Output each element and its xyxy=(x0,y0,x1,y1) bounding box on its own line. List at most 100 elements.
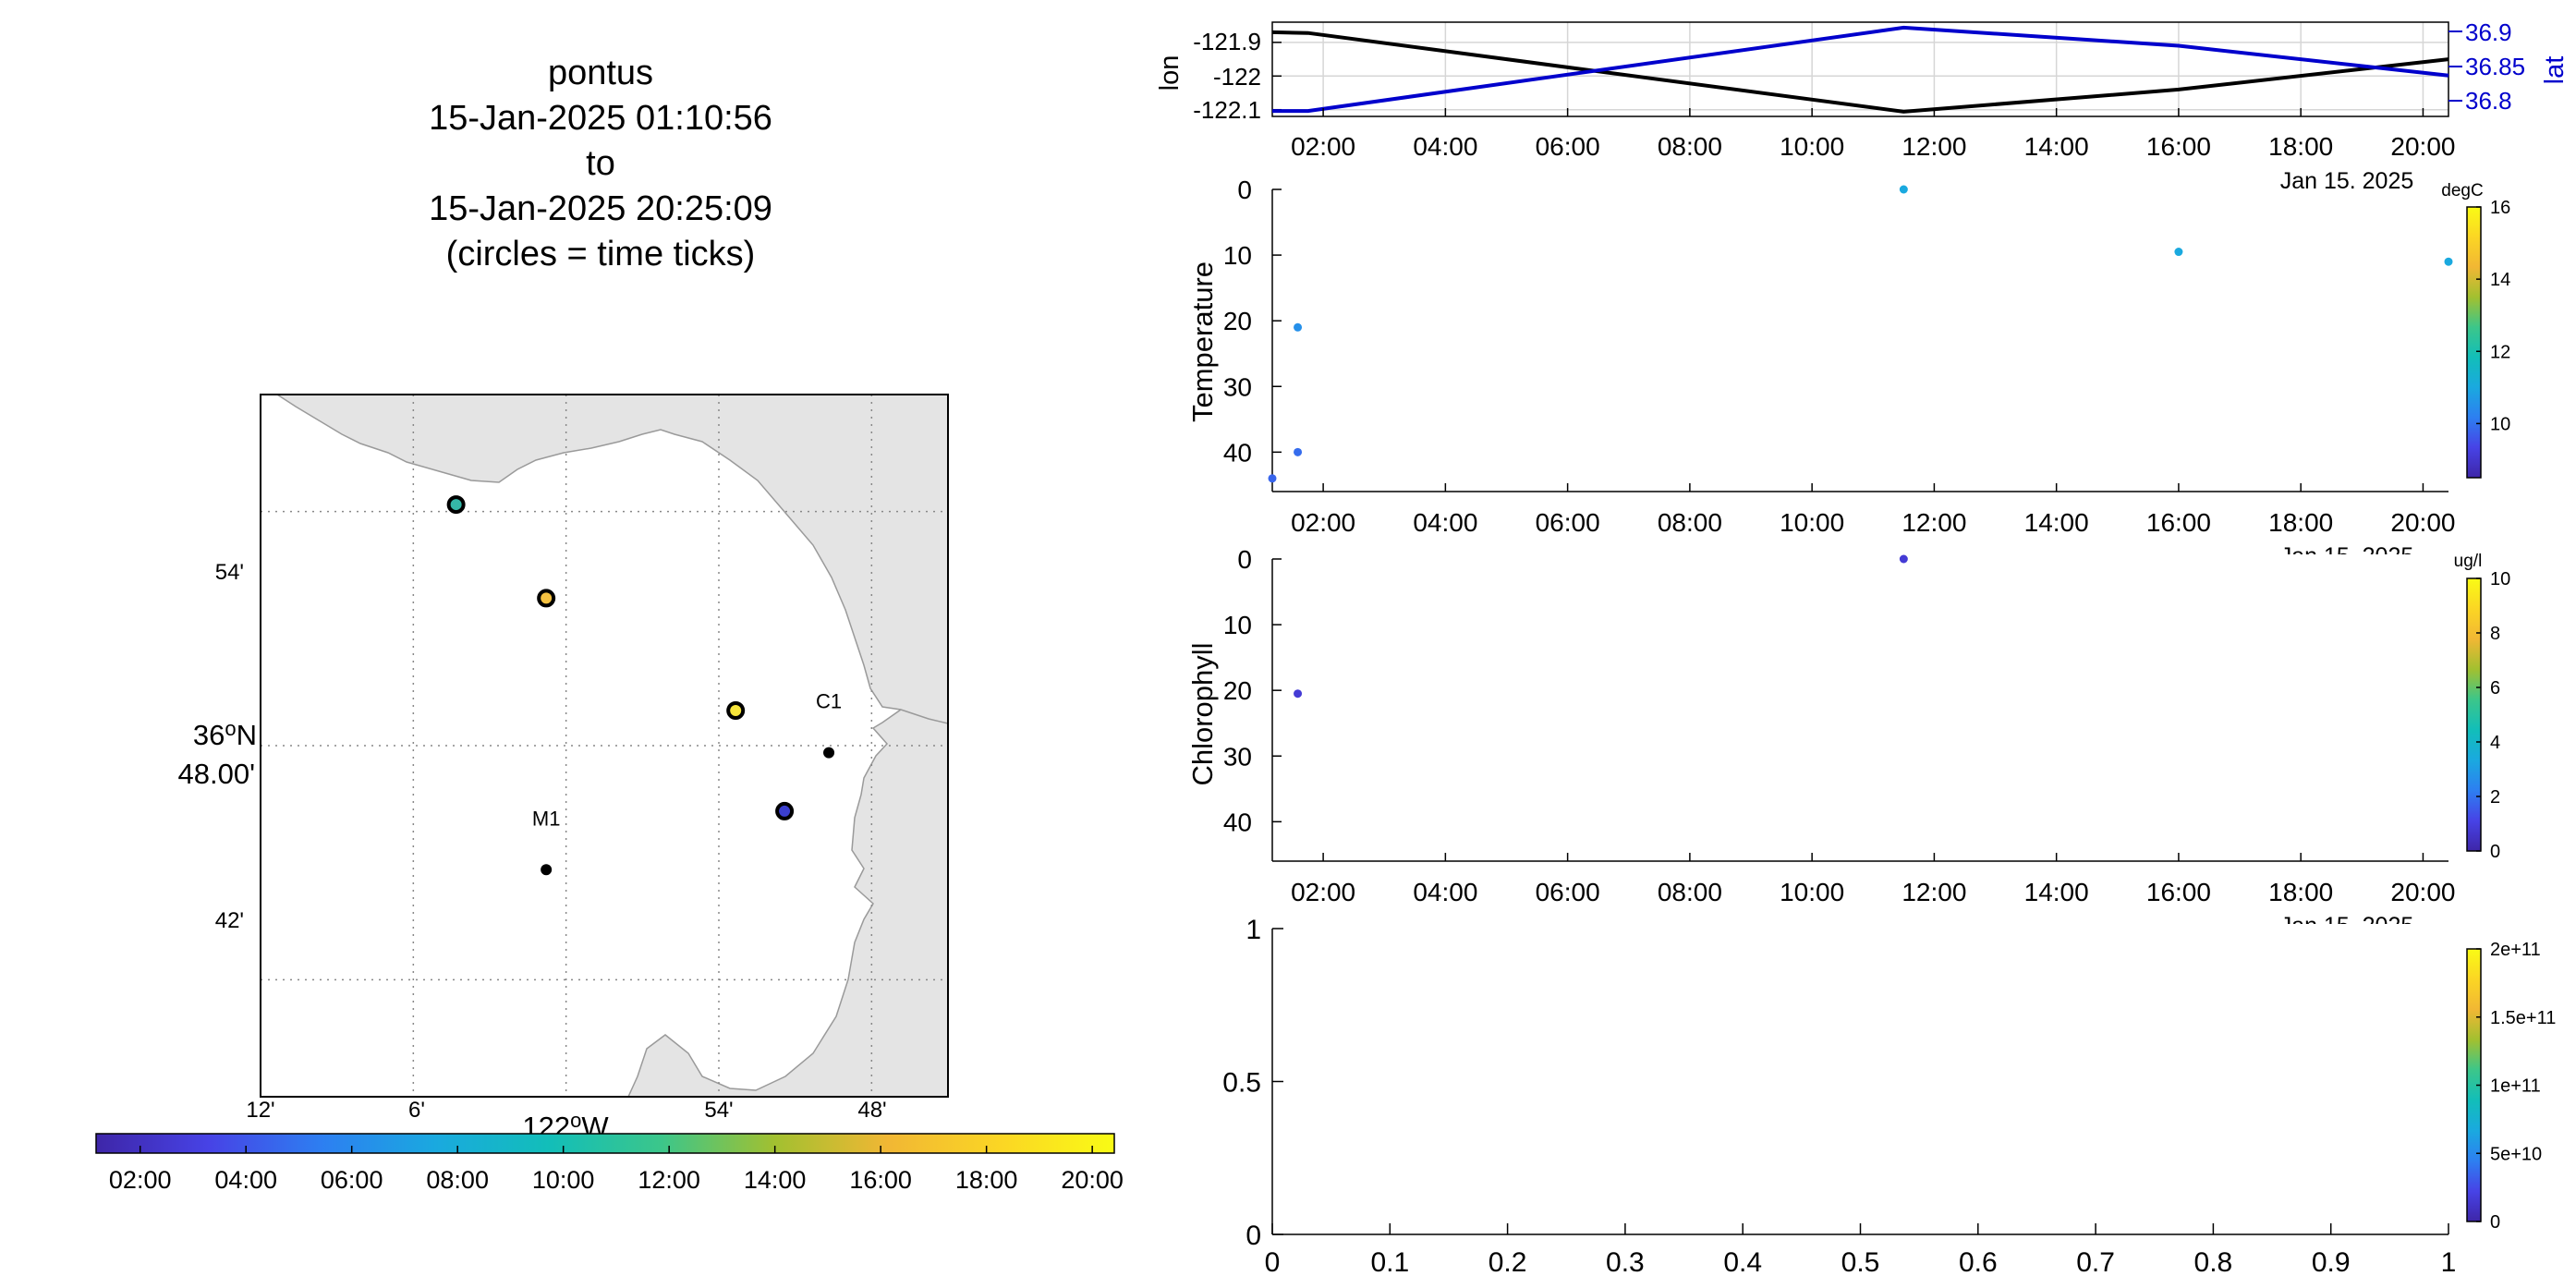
lat-tick: 36.8 xyxy=(2465,87,2512,115)
time-axis-label: 20:00 xyxy=(2390,132,2455,161)
colorbar-tick-label: 1.5e+11 xyxy=(2490,1008,2556,1028)
time-tick-circle xyxy=(446,495,466,515)
time-axis-label: 16:00 xyxy=(2146,132,2211,161)
title-line: 15-Jan-2025 20:25:09 xyxy=(429,189,772,228)
colorbar-tick-label: 1e+11 xyxy=(2490,1076,2541,1097)
time-colorbar-label: 08:00 xyxy=(426,1166,489,1194)
colorbar-tick-label: 6 xyxy=(2490,678,2500,699)
time-axis-label: 08:00 xyxy=(1658,508,1722,537)
station-label: C1 xyxy=(816,690,842,713)
time-axis-label: 12:00 xyxy=(1902,132,1966,161)
lat-tick: 36.9 xyxy=(2465,18,2512,46)
time-axis-label: 02:00 xyxy=(1291,132,1355,161)
colorbar-tick-label: 12 xyxy=(2490,342,2510,362)
time-colorbar-label: 06:00 xyxy=(321,1166,383,1194)
lat-tick: 36.85 xyxy=(2465,53,2525,80)
lat-axis-label: lat xyxy=(2540,56,2570,85)
time-axis-label: 18:00 xyxy=(2268,508,2333,537)
lon-tick: -121.9 xyxy=(1193,28,1261,55)
map-points: C1 M1 xyxy=(446,495,842,876)
time-colorbar-label: 14:00 xyxy=(744,1166,807,1194)
temperature-colorbar-label: degC xyxy=(2441,181,2483,200)
time-axis-label: 02:00 xyxy=(1291,508,1355,537)
time-tick-circle xyxy=(537,589,556,608)
time-axis-label: 08:00 xyxy=(1658,878,1722,906)
data-point xyxy=(1899,185,1908,194)
x-tick-label: 1 xyxy=(2441,1247,2457,1278)
time-axis-label: 10:00 xyxy=(1780,508,1844,537)
time-axis-label: 04:00 xyxy=(1413,878,1477,906)
lon-axis-label: lon xyxy=(1155,55,1185,91)
time-colorbar-label: 18:00 xyxy=(955,1166,1018,1194)
lon-tick-label: 6' xyxy=(408,1098,425,1123)
time-axis-label: 14:00 xyxy=(2024,508,2089,537)
colorbar-tick-label: 2 xyxy=(2490,787,2500,808)
colorbar-tick-label: 10 xyxy=(2490,569,2510,589)
series-line-lon xyxy=(1271,30,2449,114)
time-axis-label: 18:00 xyxy=(2268,132,2333,161)
time-axis-label: 12:00 xyxy=(1902,508,1966,537)
time-colorbar-label: 16:00 xyxy=(849,1166,912,1194)
lon-tick-label: 48' xyxy=(857,1098,886,1123)
time-axis-label: 10:00 xyxy=(1780,878,1844,906)
y-tick-label: 40 xyxy=(1223,438,1252,467)
lonlat-frame xyxy=(1271,21,2449,117)
x-tick-label: 0.9 xyxy=(2312,1247,2351,1278)
y-tick-label: 0 xyxy=(1245,1221,1261,1251)
y-tick-label: 1 xyxy=(1245,915,1261,945)
x-tick-label: 0.7 xyxy=(2076,1247,2115,1278)
date-label: Jan 15. 2025 xyxy=(2280,168,2414,194)
time-axis-label: 06:00 xyxy=(1536,878,1600,906)
colorbar-tick-label: 5e+10 xyxy=(2490,1144,2542,1164)
lon-tick: -122.1 xyxy=(1193,96,1261,124)
data-point xyxy=(1899,554,1908,564)
y-tick-label: 0 xyxy=(1237,176,1252,204)
time-colorbar-bar xyxy=(95,1133,1115,1154)
map-axes: 54' 42' 36oN 48.00' 12' 6' 54' 48' 122oW… xyxy=(178,394,949,1143)
y-tick-label: 30 xyxy=(1223,372,1252,401)
date-label-clipped: Jan 15. 2025 xyxy=(2280,543,2414,569)
map-panel: 54' 42' 36oN 48.00' 12' 6' 54' 48' 122oW… xyxy=(95,394,1124,1194)
x-tick-label: 0.1 xyxy=(1370,1247,1409,1278)
lon-tick-label: 54' xyxy=(704,1098,733,1123)
colorbar-tick-label: 10 xyxy=(2490,414,2510,434)
station-marker xyxy=(823,747,835,759)
time-colorbar-label: 04:00 xyxy=(214,1166,277,1194)
lat-main-label: 36oN xyxy=(193,717,257,751)
y-tick-label: 30 xyxy=(1223,742,1252,771)
data-point xyxy=(2174,248,2183,257)
map-title: pontus 15-Jan-2025 01:10:56 to 15-Jan-20… xyxy=(351,51,850,277)
chlorophyll-colorbar-label: ug/l xyxy=(2454,552,2483,571)
time-colorbar-label: 02:00 xyxy=(109,1166,172,1194)
time-colorbar: 02:00 04:00 06:00 08:00 10:00 12:00 14:00 16:00… xyxy=(95,1133,1124,1194)
station-marker xyxy=(541,864,553,876)
time-axis-label: 14:00 xyxy=(2024,878,2089,906)
map-frame xyxy=(260,394,949,1098)
data-point xyxy=(1268,474,1277,483)
time-axis-label: 20:00 xyxy=(2390,878,2455,906)
lat-tick-label: 42' xyxy=(215,908,244,933)
temperature-axis-label: Temperature xyxy=(1186,261,1219,422)
title-line: pontus xyxy=(547,54,654,92)
time-tick-circle xyxy=(775,801,795,820)
time-axis-label: 18:00 xyxy=(2268,878,2333,906)
series-line-lat xyxy=(1272,25,2449,114)
x-tick-label: 0.4 xyxy=(1723,1247,1762,1278)
x-tick-label: 0.5 xyxy=(1841,1247,1880,1278)
time-axis-label: 06:00 xyxy=(1536,508,1600,537)
colorbar-tick-label: 8 xyxy=(2490,624,2500,644)
y-tick-label: 10 xyxy=(1223,241,1252,270)
time-axis-label: 04:00 xyxy=(1413,508,1477,537)
x-tick-label: 0.2 xyxy=(1488,1247,1527,1278)
y-tick-label: 0.5 xyxy=(1222,1068,1261,1099)
data-point xyxy=(1294,689,1303,699)
lat-main-minutes: 48.00' xyxy=(178,758,256,790)
time-axis-label: 14:00 xyxy=(2024,132,2089,161)
time-tick-circle xyxy=(726,701,746,720)
data-point xyxy=(2444,257,2453,266)
lon-tick: -122 xyxy=(1213,63,1261,91)
title-line: 15-Jan-2025 01:10:56 xyxy=(429,99,772,138)
time-colorbar-label: 10:00 xyxy=(532,1166,595,1194)
